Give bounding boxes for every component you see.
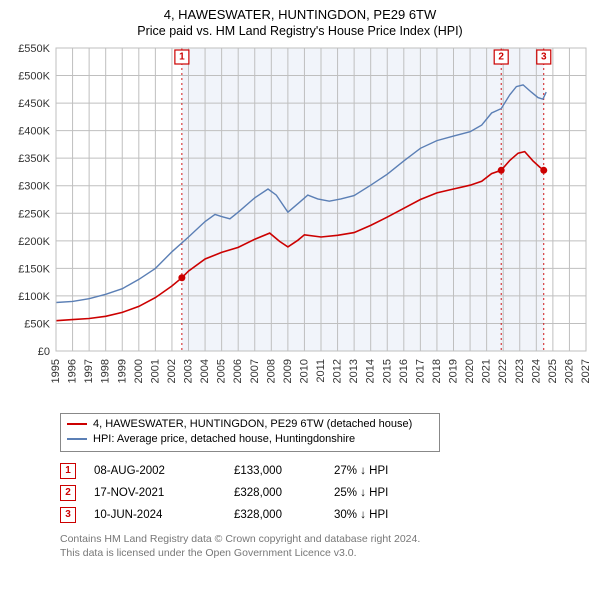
y-tick-label: £200K [18,235,50,247]
y-tick-label: £250K [18,208,50,220]
chart-title: 4, HAWESWATER, HUNTINGDON, PE29 6TW [8,6,592,24]
event-row: 3 10-JUN-2024£328,00030% ↓ HPI [60,504,484,526]
x-tick-label: 1998 [100,359,112,383]
x-tick-label: 2006 [232,359,244,383]
legend-row: HPI: Average price, detached house, Hunt… [67,432,433,447]
x-tick-label: 2021 [481,359,493,383]
y-tick-label: £350K [18,153,50,165]
event-price: £328,000 [234,482,334,504]
x-tick-label: 2015 [381,359,393,383]
x-tick-label: 2002 [166,359,178,383]
x-tick-label: 2024 [530,359,542,383]
footnote-line2: This data is licensed under the Open Gov… [60,546,592,560]
x-tick-label: 2013 [348,359,360,383]
x-tick-label: 2008 [265,359,277,383]
sale-dot [540,166,547,173]
event-row: 2 17-NOV-2021£328,00025% ↓ HPI [60,482,484,504]
x-tick-label: 2017 [414,359,426,383]
x-tick-label: 2026 [563,359,575,383]
x-tick-label: 2023 [514,359,526,383]
event-delta: 25% ↓ HPI [334,482,484,504]
event-marker: 3 [60,507,76,523]
x-tick-label: 2016 [398,359,410,383]
event-delta: 30% ↓ HPI [334,504,484,526]
legend-swatch [67,423,87,425]
chart-svg: £0 £50K £100K £150K £200K £250K £300K £350K £400… [8,44,592,409]
x-tick-label: 1999 [116,359,128,383]
event-price: £133,000 [234,460,334,482]
x-tick-label: 2014 [365,359,377,383]
x-tick-label: 2018 [431,359,443,383]
marker-number: 1 [179,51,185,62]
event-date: 17-NOV-2021 [94,482,234,504]
legend-row: 4, HAWESWATER, HUNTINGDON, PE29 6TW (det… [67,417,433,432]
event-delta: 27% ↓ HPI [334,460,484,482]
x-tick-label: 2025 [547,359,559,383]
x-tick-label: 2027 [580,359,592,383]
marker-number: 3 [541,51,547,62]
sale-dot [178,274,185,281]
legend-label: HPI: Average price, detached house, Hunt… [93,433,355,445]
x-tick-label: 2003 [183,359,195,383]
legend-label: 4, HAWESWATER, HUNTINGDON, PE29 6TW (det… [93,418,412,430]
y-tick-label: £100K [18,290,50,302]
x-tick-label: 2019 [448,359,460,383]
x-tick-label: 2020 [464,359,476,383]
y-tick-label: £550K [18,44,50,55]
y-tick-label: £150K [18,263,50,275]
legend: 4, HAWESWATER, HUNTINGDON, PE29 6TW (det… [60,413,440,452]
event-marker: 2 [60,485,76,501]
y-tick-label: £500K [18,70,50,82]
x-tick-label: 2012 [332,359,344,383]
marker-number: 2 [498,51,504,62]
chart-plot: £0 £50K £100K £150K £200K £250K £300K £350K £400… [8,44,592,409]
y-tick-label: £450K [18,98,50,110]
x-tick-label: 1995 [50,359,62,383]
sale-dot [498,166,505,173]
x-tick-label: 1996 [67,359,79,383]
x-tick-label: 1997 [83,359,95,383]
event-row: 1 08-AUG-2002£133,00027% ↓ HPI [60,460,484,482]
x-tick-label: 2000 [133,359,145,383]
x-tick-label: 2022 [497,359,509,383]
y-tick-label: £300K [18,180,50,192]
legend-swatch [67,438,87,440]
sale-events: 1 08-AUG-2002£133,00027% ↓ HPI 2 17-NOV-202… [60,460,592,526]
footnote-line1: Contains HM Land Registry data © Crown c… [60,532,592,546]
x-tick-label: 2011 [315,359,327,383]
event-date: 10-JUN-2024 [94,504,234,526]
event-marker: 1 [60,463,76,479]
x-tick-label: 2007 [249,359,261,383]
x-tick-label: 2010 [298,359,310,383]
x-tick-label: 2009 [282,359,294,383]
footnote: Contains HM Land Registry data © Crown c… [60,532,592,560]
x-tick-label: 2005 [216,359,228,383]
chart-subtitle: Price paid vs. HM Land Registry's House … [8,24,592,38]
x-tick-label: 2004 [199,359,211,383]
y-tick-label: £0 [38,346,50,358]
y-tick-label: £50K [24,318,50,330]
event-price: £328,000 [234,504,334,526]
x-tick-label: 2001 [149,359,161,383]
y-tick-label: £400K [18,125,50,137]
event-date: 08-AUG-2002 [94,460,234,482]
